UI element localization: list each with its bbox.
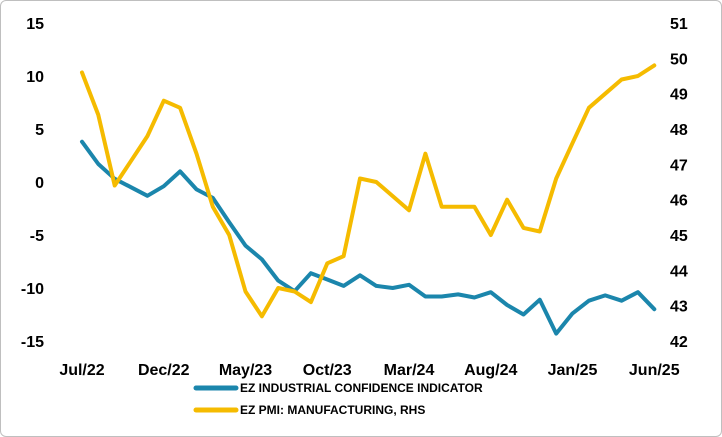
right-axis-tick-label: 48 (670, 122, 688, 139)
x-axis-tick-label: Jul/22 (59, 362, 104, 379)
x-axis-tick-label: Aug/24 (464, 362, 517, 379)
legend-label: EZ INDUSTRIAL CONFIDENCE INDICATOR (240, 381, 483, 395)
left-axis-tick-label: 15 (26, 16, 44, 33)
right-axis-tick-labels: 51 50 49 48 47 46 45 44 43 42 (670, 16, 688, 351)
right-axis-tick-label: 45 (670, 228, 688, 245)
left-axis-tick-label: 5 (35, 122, 44, 139)
x-axis-tick-labels: Jul/22 Dec/22 May/23 Oct/23 Mar/24 Aug/24 Jan/… (59, 362, 679, 379)
right-axis-tick-label: 49 (670, 87, 688, 104)
right-axis-tick-label: 50 (670, 51, 688, 68)
x-axis-tick-label: Oct/23 (303, 362, 352, 379)
x-axis-tick-label: May/23 (219, 362, 272, 379)
pmi-manufacturing-line (80, 63, 657, 319)
right-axis-tick-label: 51 (670, 16, 688, 33)
industrial-confidence-line (80, 139, 657, 336)
right-axis-tick-label: 43 (670, 299, 688, 316)
right-axis-tick-label: 44 (670, 263, 688, 280)
left-axis-tick-label: 0 (35, 175, 44, 192)
x-axis-tick-label: Dec/22 (138, 362, 190, 379)
right-axis-tick-label: 42 (670, 334, 688, 351)
legend-label: EZ PMI: MANUFACTURING, RHS (240, 403, 425, 417)
left-axis-tick-label: -5 (30, 228, 44, 245)
left-axis-tick-labels: 15 10 5 0 -5 -10 -15 (21, 16, 44, 351)
left-axis-tick-label: -15 (21, 334, 44, 351)
x-axis-tick-label: Jan/25 (548, 362, 598, 379)
legend: EZ INDUSTRIAL CONFIDENCE INDICATOR EZ PMI… (193, 381, 483, 417)
right-axis-tick-label: 46 (670, 193, 688, 210)
series-lines (80, 63, 657, 336)
left-axis-tick-label: 10 (26, 69, 44, 86)
right-axis-tick-label: 47 (670, 157, 688, 174)
left-axis-tick-label: -10 (21, 281, 44, 298)
x-axis-tick-label: Jun/25 (629, 362, 680, 379)
x-axis-tick-label: Mar/24 (384, 362, 435, 379)
